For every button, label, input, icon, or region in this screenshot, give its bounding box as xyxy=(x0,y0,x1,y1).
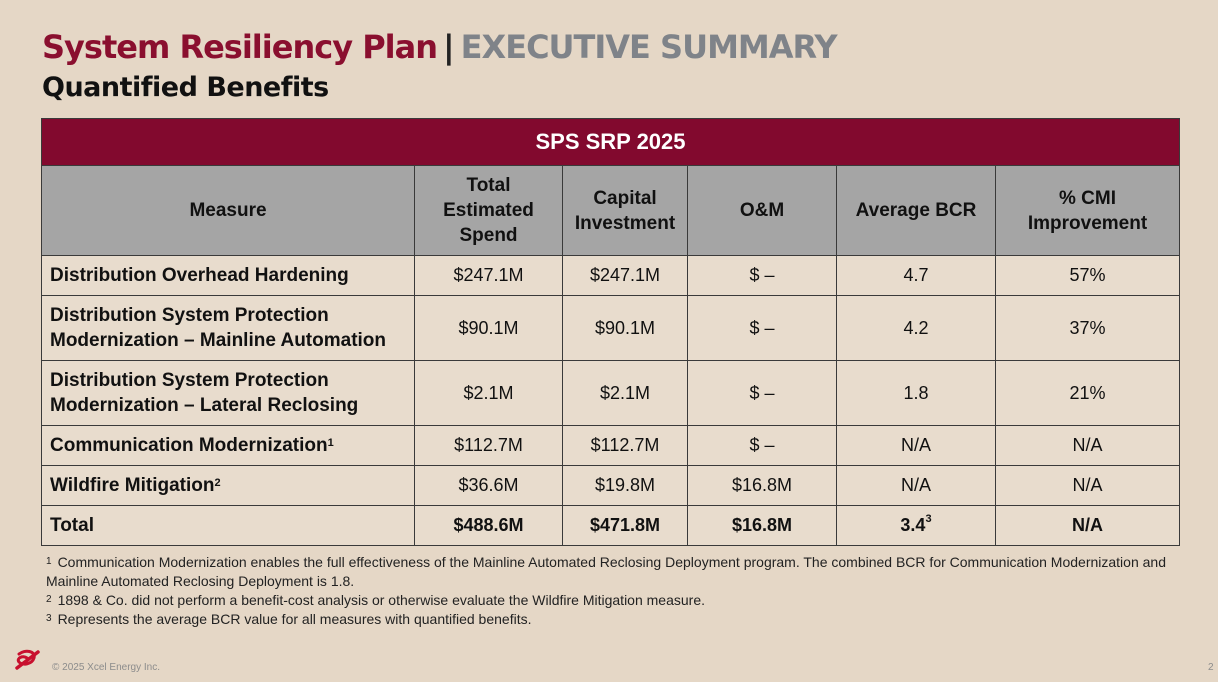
column-header: Capital Investment xyxy=(562,165,688,256)
footnote-mark: 2 xyxy=(46,594,52,605)
table-total-row: Total $488.6M $471.8M $16.8M 3.43 N/A xyxy=(41,505,1180,546)
total-spend-cell: $112.7M xyxy=(414,425,563,466)
title-separator: | xyxy=(442,28,455,66)
cmi-cell: N/A xyxy=(995,505,1180,546)
title-section: EXECUTIVE SUMMARY xyxy=(460,28,838,66)
measure-label: Wildfire Mitigation xyxy=(50,475,215,496)
om-cell: $16.8M xyxy=(687,505,837,546)
footnote-text: Communication Modernization enables the … xyxy=(46,554,1166,589)
copyright: © 2025 Xcel Energy Inc. xyxy=(52,662,160,673)
footnote-marker: 1 xyxy=(327,437,334,449)
om-cell: $ – xyxy=(687,255,837,296)
cmi-cell: 21% xyxy=(995,360,1180,426)
xcel-energy-logo-icon xyxy=(15,649,40,670)
footnotes: 1 Communication Modernization enables the… xyxy=(46,553,1166,629)
bcr-value: 3.4 xyxy=(900,515,926,535)
footnote-mark: 3 xyxy=(46,613,52,624)
measure-cell: Communication Modernization1 xyxy=(41,425,415,466)
measure-label: Total xyxy=(50,515,94,536)
table-header-row: Measure Total Estimated Spend Capital In… xyxy=(41,165,1180,256)
om-cell: $16.8M xyxy=(687,465,837,506)
bcr-cell: N/A xyxy=(836,425,996,466)
table-row: Distribution System Protection Moderniza… xyxy=(41,360,1180,426)
page-subtitle: Quantified Benefits xyxy=(42,72,329,103)
capital-cell: $471.8M xyxy=(562,505,688,546)
footnote-marker: 2 xyxy=(214,477,221,489)
table-row: Wildfire Mitigation2 $36.6M $19.8M $16.8… xyxy=(41,465,1180,506)
column-header: Measure xyxy=(41,165,415,256)
cmi-cell: 57% xyxy=(995,255,1180,296)
benefits-table: SPS SRP 2025 Measure Total Estimated Spe… xyxy=(41,118,1180,546)
column-header: O&M xyxy=(687,165,837,256)
footnote: 3 Represents the average BCR value for al… xyxy=(46,610,1166,629)
table-row: Communication Modernization1 $112.7M $11… xyxy=(41,425,1180,466)
measure-label: Distribution Overhead Hardening xyxy=(50,265,349,286)
column-header: % CMI Improvement xyxy=(995,165,1180,256)
footnote-mark: 1 xyxy=(46,556,52,567)
om-cell: $ – xyxy=(687,425,837,466)
footnote-marker: 3 xyxy=(925,513,932,525)
capital-cell: $19.8M xyxy=(562,465,688,506)
table-banner: SPS SRP 2025 xyxy=(41,118,1180,166)
footnote-text: Represents the average BCR value for all… xyxy=(57,611,532,627)
bcr-cell: 4.7 xyxy=(836,255,996,296)
total-spend-cell: $2.1M xyxy=(414,360,563,426)
bcr-cell: 4.2 xyxy=(836,295,996,361)
total-spend-cell: $488.6M xyxy=(414,505,563,546)
total-spend-cell: $36.6M xyxy=(414,465,563,506)
footnote-text: 1898 & Co. did not perform a benefit-cos… xyxy=(57,592,705,608)
measure-label: Distribution System Protection Moderniza… xyxy=(50,305,387,351)
cmi-cell: 37% xyxy=(995,295,1180,361)
cmi-cell: N/A xyxy=(995,465,1180,506)
measure-cell: Distribution System Protection Moderniza… xyxy=(41,295,415,361)
capital-cell: $2.1M xyxy=(562,360,688,426)
column-header: Average BCR xyxy=(836,165,996,256)
page-title: System Resiliency Plan | EXECUTIVE SUMMARY xyxy=(42,28,838,66)
capital-cell: $112.7M xyxy=(562,425,688,466)
measure-cell: Distribution System Protection Moderniza… xyxy=(41,360,415,426)
measure-cell: Total xyxy=(41,505,415,546)
page-number: 2 xyxy=(1208,662,1214,673)
table-row: Distribution System Protection Moderniza… xyxy=(41,295,1180,361)
footnote: 2 1898 & Co. did not perform a benefit-co… xyxy=(46,591,1166,610)
bcr-cell: N/A xyxy=(836,465,996,506)
measure-label: Distribution System Protection Moderniza… xyxy=(50,370,359,416)
total-spend-cell: $247.1M xyxy=(414,255,563,296)
capital-cell: $90.1M xyxy=(562,295,688,361)
capital-cell: $247.1M xyxy=(562,255,688,296)
om-cell: $ – xyxy=(687,295,837,361)
total-spend-cell: $90.1M xyxy=(414,295,563,361)
bcr-cell: 3.43 xyxy=(836,505,996,546)
column-header: Total Estimated Spend xyxy=(414,165,563,256)
measure-cell: Wildfire Mitigation2 xyxy=(41,465,415,506)
title-main: System Resiliency Plan xyxy=(42,28,438,66)
footnote: 1 Communication Modernization enables the… xyxy=(46,553,1166,591)
om-cell: $ – xyxy=(687,360,837,426)
measure-cell: Distribution Overhead Hardening xyxy=(41,255,415,296)
table-row: Distribution Overhead Hardening $247.1M … xyxy=(41,255,1180,296)
cmi-cell: N/A xyxy=(995,425,1180,466)
bcr-cell: 1.8 xyxy=(836,360,996,426)
measure-label: Communication Modernization xyxy=(50,435,328,456)
